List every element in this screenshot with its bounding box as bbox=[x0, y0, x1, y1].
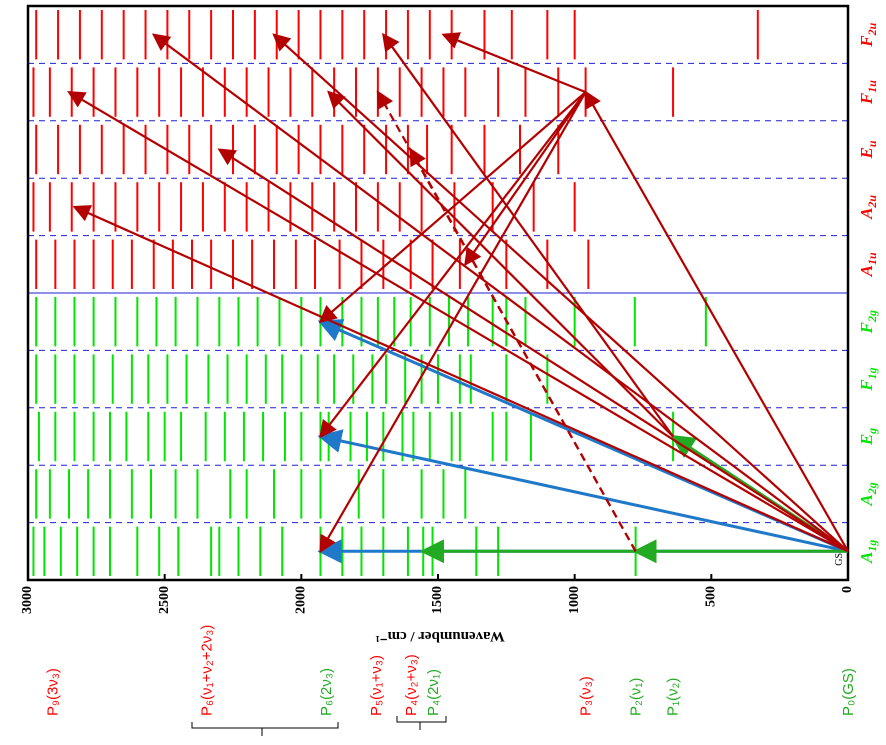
x-tick-label: 1500 bbox=[430, 586, 445, 614]
species-label: F1u bbox=[857, 80, 879, 105]
species-label: Eg bbox=[857, 428, 879, 446]
transition-arrow bbox=[318, 91, 587, 324]
species-sub: 2g bbox=[865, 482, 879, 495]
species-sub: 2u bbox=[865, 195, 879, 209]
species-sub: 1u bbox=[865, 80, 879, 93]
state-label: P₅(ν₁+ν₃) bbox=[368, 655, 385, 716]
state-label: P₃(ν₃) bbox=[578, 676, 595, 716]
x-tick-label: 2500 bbox=[157, 586, 172, 614]
transition-arrow bbox=[584, 90, 849, 552]
level-label: GS bbox=[834, 553, 845, 566]
species-label: A2u bbox=[857, 195, 879, 220]
species-label: A1g bbox=[857, 540, 879, 564]
x-tick-label: 2000 bbox=[294, 586, 309, 614]
transition-arrow bbox=[441, 32, 587, 94]
transition-arrow bbox=[67, 90, 849, 553]
transition-arrow bbox=[382, 32, 674, 438]
species-sub: g bbox=[865, 428, 879, 435]
state-label: P₁(ν₂) bbox=[665, 678, 682, 716]
x-tick-label: 0 bbox=[840, 586, 855, 593]
state-label: P₂(ν₁) bbox=[628, 678, 645, 716]
transition-arrow bbox=[464, 91, 587, 267]
x-tick-label: 3000 bbox=[20, 586, 35, 614]
state-label: P₆(ν₁+ν₂+2ν₃) bbox=[198, 625, 215, 716]
species-label: Eu bbox=[857, 140, 879, 159]
species-sub: u bbox=[865, 140, 879, 147]
species-label: F2g bbox=[857, 310, 879, 334]
transition-arrow bbox=[327, 90, 674, 438]
transition-arrow bbox=[72, 205, 849, 553]
species-label: F2u bbox=[857, 22, 879, 47]
bracket bbox=[191, 716, 447, 736]
species-sub: 1u bbox=[865, 252, 879, 265]
transition-arrow bbox=[409, 147, 637, 552]
state-label: P₆(2ν₃) bbox=[318, 668, 335, 716]
state-label: P₄(2ν₁) bbox=[425, 669, 442, 716]
transition-arrow bbox=[317, 429, 849, 553]
transition-arrow bbox=[319, 91, 587, 439]
species-label: A2g bbox=[857, 482, 879, 506]
state-label: P₉(3ν₃) bbox=[45, 668, 62, 716]
species-sub: 1g bbox=[865, 367, 879, 379]
species-label: F1g bbox=[857, 367, 879, 391]
transition-arrow bbox=[272, 33, 849, 553]
species-sub: 2u bbox=[865, 22, 879, 36]
transition-arrow bbox=[151, 33, 849, 553]
x-tick-label: 500 bbox=[704, 586, 719, 607]
x-axis-label: Wavenumber / cm⁻¹ bbox=[375, 628, 505, 644]
transition-arrow bbox=[319, 91, 587, 554]
x-tick-label: 1000 bbox=[567, 586, 582, 614]
transition-arrow bbox=[217, 148, 849, 553]
state-label: P₄(ν₂+ν₃) bbox=[403, 654, 420, 716]
state-label: P₀(GS) bbox=[840, 668, 857, 716]
species-sub: 2g bbox=[865, 310, 879, 323]
species-label: A1u bbox=[857, 252, 879, 277]
species-sub: 1g bbox=[865, 540, 879, 552]
